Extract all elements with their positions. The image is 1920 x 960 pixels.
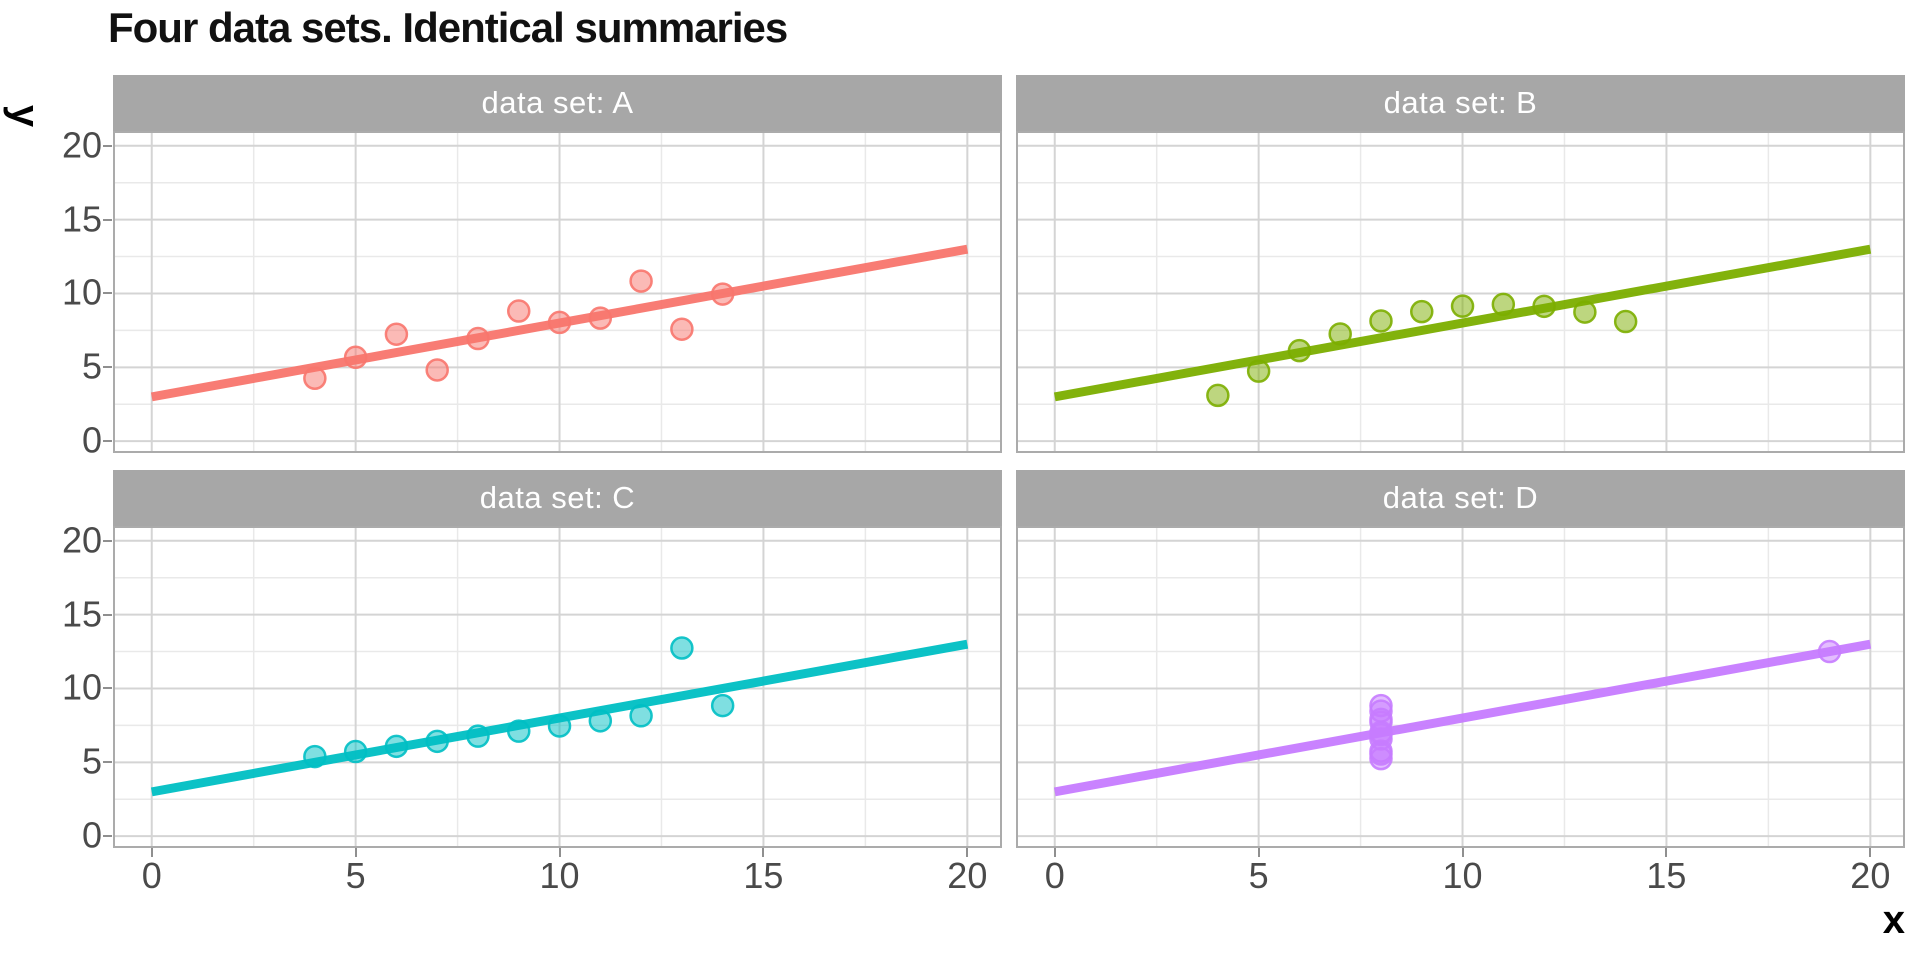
data-point (1369, 742, 1393, 766)
x-tick-label: 5 (345, 855, 366, 896)
x-tick-mark (354, 848, 357, 857)
data-point (1369, 309, 1393, 333)
x-tick-label: 5 (1248, 855, 1269, 896)
panel-border (1016, 526, 1905, 848)
x-tick-label: 0 (141, 855, 162, 896)
x-tick-label: 20 (947, 855, 988, 896)
facet-strip-a: data set: A (113, 75, 1002, 131)
facet-strip-c: data set: C (113, 470, 1002, 526)
y-tick-mark (103, 366, 112, 369)
x-tick-label: 15 (743, 855, 784, 896)
facet-strip-d: data set: D (1016, 470, 1905, 526)
x-tick-mark (966, 848, 969, 857)
y-tick-label: 15 (61, 592, 102, 634)
y-tick-label: 5 (81, 345, 102, 387)
y-tick-label: 0 (81, 814, 102, 856)
y-axis-title: y (3, 104, 48, 128)
chart-title: Four data sets. Identical summaries (108, 4, 788, 51)
x-tick-mark (1053, 848, 1056, 857)
y-tick-mark (103, 539, 112, 542)
data-point (425, 358, 449, 382)
y-tick-label: 20 (61, 124, 102, 166)
y-tick-mark (103, 761, 112, 764)
x-tick-mark (762, 848, 765, 857)
y-tick-mark (103, 440, 112, 443)
y-tick-mark (103, 687, 112, 690)
facet-plot-d (1016, 526, 1905, 848)
y-tick-label: 5 (81, 740, 102, 782)
x-tick-label: 0 (1044, 855, 1065, 896)
facet-plot-b (1016, 131, 1905, 453)
data-point (1410, 299, 1434, 324)
panel-border (113, 131, 1002, 453)
facet-plot-a (113, 131, 1002, 453)
y-tick-mark (103, 144, 112, 147)
panel-border (113, 526, 1002, 848)
data-point (1206, 383, 1230, 408)
y-tick-mark (103, 835, 112, 838)
y-tick-label: 0 (81, 419, 102, 461)
x-tick-mark (1869, 848, 1872, 857)
y-tick-label: 15 (61, 197, 102, 239)
regression-line (150, 244, 969, 402)
facet-plot-c (113, 526, 1002, 848)
regression-line (1053, 639, 1872, 797)
x-tick-label: 10 (539, 855, 580, 896)
x-tick-label: 15 (1646, 855, 1687, 896)
x-tick-mark (150, 848, 153, 857)
regression-line (150, 639, 969, 797)
x-tick-mark (1461, 848, 1464, 857)
data-point (384, 322, 409, 346)
regression-line (1053, 244, 1872, 402)
data-point (670, 317, 694, 341)
y-tick-mark (103, 292, 112, 295)
facet-strip-b: data set: B (1016, 75, 1905, 131)
y-tick-label: 10 (61, 271, 102, 313)
x-tick-label: 10 (1442, 855, 1483, 896)
y-tick-mark (103, 218, 112, 221)
x-tick-label: 20 (1850, 855, 1891, 896)
x-tick-mark (1257, 848, 1260, 857)
data-point (710, 693, 735, 718)
panel-border (1016, 131, 1905, 453)
data-point (629, 269, 653, 293)
data-point (1613, 309, 1638, 334)
data-point (507, 299, 531, 323)
data-point (1450, 294, 1475, 318)
y-tick-mark (103, 613, 112, 616)
x-tick-mark (1665, 848, 1668, 857)
x-axis-title: x (1882, 898, 1905, 942)
x-tick-mark (558, 848, 561, 857)
y-tick-label: 10 (61, 666, 102, 708)
data-point (670, 636, 694, 660)
y-tick-label: 20 (61, 519, 102, 561)
